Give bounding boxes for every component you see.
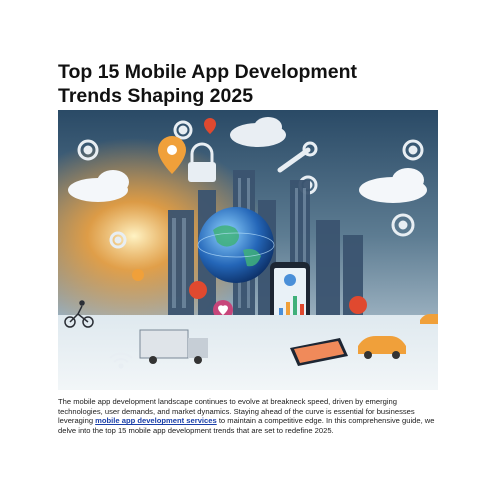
wifi-icon — [109, 352, 133, 369]
hero-illustration-art — [58, 110, 438, 390]
intro-text-before-link: The mobile app development landscape con… — [58, 397, 415, 426]
lock-icon — [188, 142, 216, 182]
app-bubble — [189, 281, 207, 299]
intro-text-after-link: to maintain a competitive edge. In this … — [58, 416, 435, 435]
mobile-app-services-link[interactable]: mobile app development services — [95, 416, 217, 426]
gear-icon — [402, 139, 424, 161]
hero-illustration — [58, 110, 438, 390]
article-title-line-2: Trends Shaping 2025 — [58, 85, 254, 107]
article-intro: The mobile app development landscape con… — [58, 397, 442, 435]
tablet-icon — [290, 338, 348, 366]
location-pin-icon — [158, 136, 186, 174]
cyclist-icon — [64, 300, 94, 328]
car-icon — [420, 314, 438, 324]
globe-icon — [197, 207, 275, 283]
cloud-icon — [68, 170, 129, 202]
gear-icon — [391, 213, 415, 237]
truck-icon — [139, 329, 208, 364]
cloud-icon — [359, 168, 427, 203]
location-pin-icon — [204, 118, 216, 134]
article-title: Top 15 Mobile App Development Trends Sha… — [58, 60, 458, 108]
cloud-icon — [230, 117, 286, 147]
smartphone-icon — [270, 262, 310, 332]
article-title-line-1: Top 15 Mobile App Development — [58, 61, 358, 83]
app-bubble — [132, 269, 144, 281]
gear-icon — [173, 120, 193, 140]
gear-icon — [77, 139, 99, 161]
gear-icon — [109, 231, 127, 249]
chart-icon — [279, 296, 304, 320]
app-bubble — [349, 296, 367, 314]
wrench-icon — [277, 141, 318, 173]
car-icon — [358, 336, 406, 359]
